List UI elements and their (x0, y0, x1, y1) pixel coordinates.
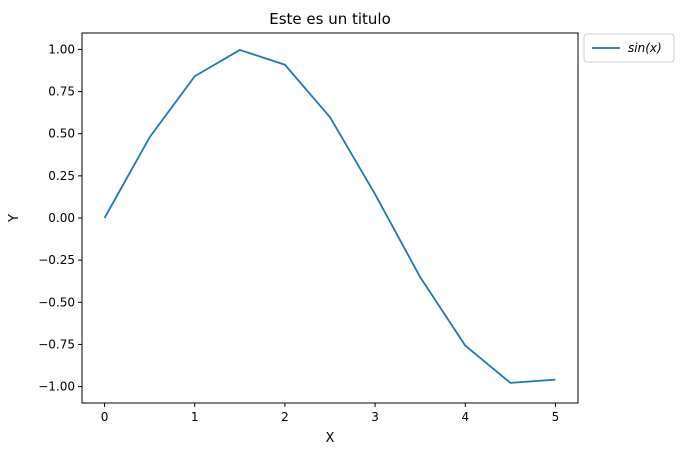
y-tick-label: 1.00 (48, 42, 75, 56)
x-tick-label: 5 (552, 410, 560, 424)
y-tick-label: 0.75 (48, 85, 75, 99)
y-tick-label: 0.50 (48, 127, 75, 141)
x-axis-label: X (326, 431, 335, 446)
y-axis-label: Y (7, 214, 22, 223)
legend: sin(x) (583, 33, 675, 63)
y-tick-label: 0.25 (48, 169, 75, 183)
plot-area (81, 32, 579, 404)
x-tick-label: 0 (101, 410, 109, 424)
x-axis: 0 1 2 3 4 5 (101, 403, 560, 424)
legend-label-sin: sin(x) (628, 41, 662, 55)
y-tick-label: −0.50 (38, 295, 75, 309)
x-tick-label: 3 (371, 410, 379, 424)
legend-frame (583, 33, 675, 63)
y-tick-label: 0.00 (48, 211, 75, 225)
y-tick-label: −0.75 (38, 337, 75, 351)
y-axis: 1.00 0.75 0.50 0.25 0.00 −0.25 −0.50 −0.75 −1.00 (38, 42, 82, 394)
series-line-sin (103, 49, 556, 384)
chart-title: Este es un titulo (269, 10, 391, 28)
x-tick-label: 4 (461, 410, 469, 424)
y-tick-label: −1.00 (38, 380, 75, 394)
x-tick-label: 2 (281, 410, 289, 424)
plot-frame (81, 32, 579, 404)
y-tick-label: −0.25 (38, 253, 75, 267)
x-tick-label: 1 (191, 410, 199, 424)
